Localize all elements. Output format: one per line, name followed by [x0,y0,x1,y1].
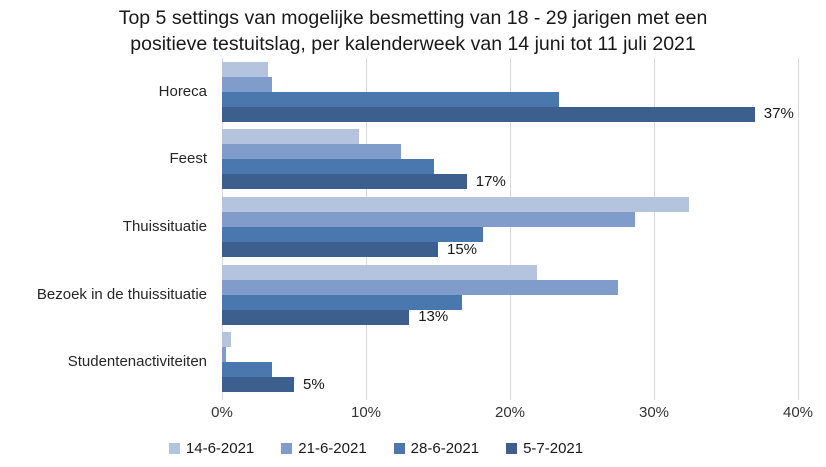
legend-swatch-icon [393,443,405,454]
x-axis-tick-label: 20% [494,404,526,421]
bar-14-6-2021-bezoek-in-de-thuissituatie [222,264,538,280]
gridline [654,58,655,400]
bar-5-7-2021-bezoek-in-de-thuissituatie [222,309,410,325]
bar-28-6-2021-horeca [222,91,559,107]
bar-21-6-2021-feest [222,144,401,160]
category-label: Feest [169,150,207,168]
bar-21-6-2021-horeca [222,76,273,92]
bar-28-6-2021-thuissituatie [222,227,483,242]
legend-label: 21-6-2021 [298,440,367,457]
x-axis-tick-label: 10% [350,404,382,421]
bar-14-6-2021-thuissituatie [222,197,689,212]
bar-14-6-2021-feest [222,129,359,145]
gridline [798,58,799,400]
x-axis-tick-label: 0% [211,404,233,421]
category-label: Bezoek in de thuissituatie [36,285,207,303]
data-label: 37% [763,105,794,123]
chart-title-line2: positieve testuitslag, per kalenderweek … [130,33,696,55]
legend-label: 14-6-2021 [185,440,255,457]
bar-21-6-2021-bezoek-in-de-thuissituatie [222,279,618,295]
bar-21-6-2021-studentenactiviteiten [222,347,226,363]
legend: 14-6-2021 21-6-2021 28-6-2021 5-7-2021 [0,440,826,457]
legend-label: 28-6-2021 [410,440,480,457]
data-label: 5% [303,375,325,393]
bar-21-6-2021-thuissituatie [222,212,636,227]
chart-title: Top 5 settings van mogelijke besmetting … [0,5,826,57]
x-axis-tick-label: 40% [782,404,814,421]
legend-item: 28-6-2021 [393,440,480,457]
bar-5-7-2021-horeca [222,106,755,122]
legend-swatch-icon [506,443,518,454]
bar-28-6-2021-feest [222,159,434,175]
bar-5-7-2021-studentenactiviteiten [222,377,294,393]
legend-swatch-icon [168,443,180,454]
chart-title-line1: Top 5 settings van mogelijke besmetting … [118,7,708,29]
legend-item: 14-6-2021 [168,440,255,457]
bar-5-7-2021-thuissituatie [222,242,438,257]
legend-item: 21-6-2021 [281,440,367,457]
gridline [510,58,511,400]
category-label: Horeca [158,82,207,100]
category-label: Thuissituatie [122,218,207,235]
legend-item: 5-7-2021 [506,440,583,457]
bar-28-6-2021-bezoek-in-de-thuissituatie [222,294,463,310]
bar-14-6-2021-studentenactiviteiten [222,332,231,348]
data-label: 15% [447,240,478,258]
data-label: 13% [418,308,449,326]
bar-14-6-2021-horeca [222,61,269,77]
bar-28-6-2021-studentenactiviteiten [222,362,273,378]
data-label: 17% [475,172,506,190]
plot-area [222,58,799,400]
legend-swatch-icon [281,443,293,454]
bar-5-7-2021-feest [222,174,467,190]
legend-label: 5-7-2021 [523,440,584,457]
category-label: Studentenactiviteiten [67,353,207,371]
x-axis-tick-label: 30% [638,404,670,421]
